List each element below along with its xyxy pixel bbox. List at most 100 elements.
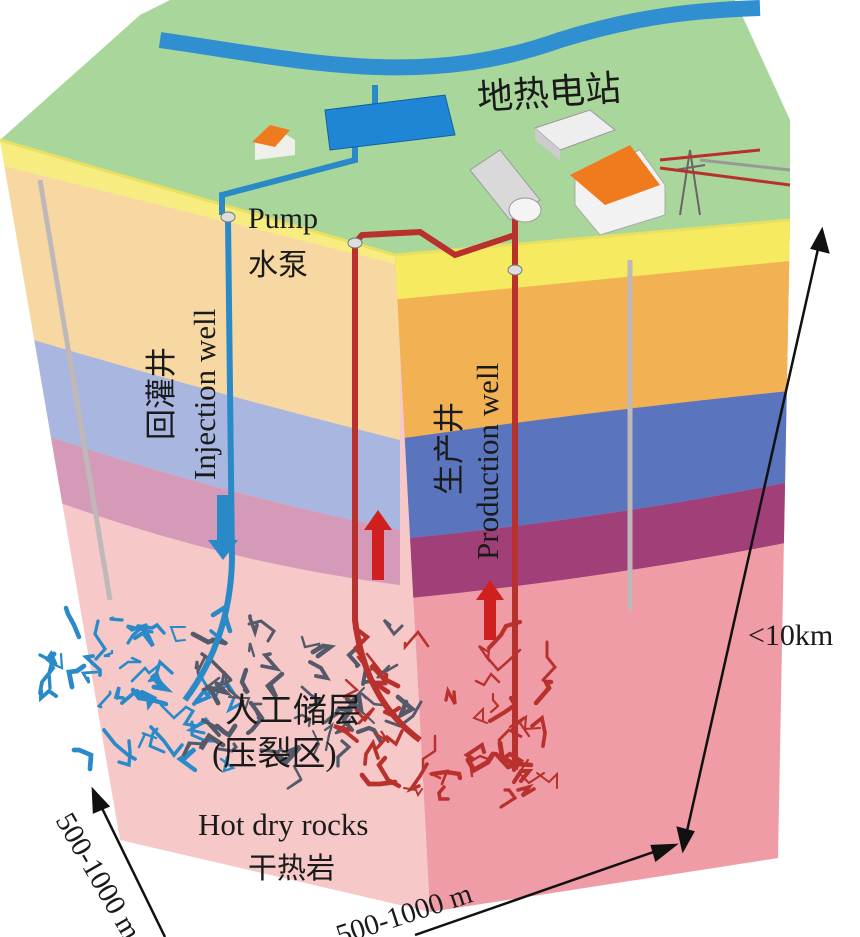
fracture bbox=[137, 731, 158, 749]
fracture bbox=[429, 769, 463, 781]
fracture bbox=[403, 629, 430, 651]
fracture bbox=[182, 709, 208, 728]
arrow-up-icon bbox=[364, 510, 392, 580]
fracture bbox=[80, 670, 99, 684]
fracture bbox=[139, 689, 158, 711]
fracture bbox=[38, 653, 54, 690]
fracture bbox=[474, 672, 501, 687]
fracture bbox=[369, 663, 401, 689]
fracture bbox=[363, 738, 380, 766]
fracture bbox=[220, 670, 233, 686]
fracture bbox=[130, 687, 169, 707]
fracture bbox=[154, 659, 174, 689]
fracture bbox=[81, 654, 102, 677]
cooling-tower-icon bbox=[534, 109, 617, 160]
fracture bbox=[489, 692, 500, 714]
pump-label-zh: 水泵 bbox=[248, 249, 308, 282]
fracture bbox=[247, 619, 276, 643]
fracture bbox=[214, 723, 238, 739]
turbine-icon bbox=[469, 149, 542, 223]
fracture bbox=[200, 652, 232, 681]
right-face-layers bbox=[395, 220, 790, 912]
wellhead-icon bbox=[507, 264, 523, 276]
fracture bbox=[66, 663, 87, 690]
production-well-label-zh: 生产井 bbox=[432, 402, 467, 495]
fracture bbox=[227, 695, 251, 712]
fracture bbox=[444, 686, 457, 705]
fracture bbox=[39, 688, 58, 703]
fracture bbox=[516, 783, 536, 798]
fracture bbox=[148, 727, 166, 754]
fracture bbox=[226, 682, 242, 714]
fracture bbox=[497, 740, 519, 768]
fracture bbox=[130, 663, 161, 683]
fracture bbox=[536, 771, 558, 789]
fracture bbox=[264, 671, 285, 699]
reservoir-label: 人工储层 bbox=[225, 692, 361, 730]
fracture bbox=[259, 747, 283, 754]
injection-well-label-zh: 回灌井 bbox=[144, 347, 179, 440]
fracture bbox=[117, 739, 132, 768]
river bbox=[158, 0, 761, 76]
house-icon bbox=[252, 125, 295, 160]
transmission-tower-icon bbox=[659, 148, 791, 216]
rock-label-en: Hot dry rocks bbox=[198, 807, 368, 842]
fracture bbox=[126, 627, 154, 645]
fracture bbox=[346, 643, 362, 668]
fracture bbox=[102, 728, 137, 761]
depth-label: <10km bbox=[748, 619, 833, 652]
fracture bbox=[311, 730, 321, 763]
production-well-label-en: Production well bbox=[470, 363, 505, 560]
fracture bbox=[499, 788, 518, 809]
fracture bbox=[63, 605, 82, 640]
fracture bbox=[472, 706, 488, 724]
fracture bbox=[239, 667, 250, 695]
fracture bbox=[205, 681, 234, 706]
fracture bbox=[395, 694, 417, 721]
fracture bbox=[300, 685, 323, 710]
power-plant-building-icon bbox=[570, 145, 666, 236]
pump-icon bbox=[220, 211, 236, 223]
fracture bbox=[260, 652, 282, 672]
arrow-down-icon bbox=[208, 495, 238, 560]
fracture bbox=[132, 628, 155, 648]
fracture bbox=[293, 713, 312, 728]
fracture bbox=[375, 729, 404, 750]
fracture bbox=[437, 785, 450, 801]
fracture bbox=[93, 619, 108, 661]
fracture bbox=[118, 656, 142, 670]
fracture bbox=[192, 687, 213, 706]
background-well-left bbox=[37, 179, 113, 601]
fracture bbox=[286, 764, 303, 791]
fracture bbox=[530, 714, 547, 748]
fracture bbox=[248, 614, 259, 638]
fracture bbox=[250, 702, 263, 720]
fracture bbox=[48, 652, 64, 670]
fracture bbox=[276, 744, 302, 766]
fracture bbox=[136, 622, 166, 635]
fracture bbox=[198, 732, 226, 751]
fracture bbox=[308, 660, 331, 681]
fracture bbox=[517, 758, 546, 785]
injection-well-label-en: Injection well bbox=[187, 309, 222, 480]
fracture bbox=[96, 690, 112, 709]
fracture bbox=[359, 772, 398, 787]
fracture bbox=[149, 725, 184, 758]
fracture bbox=[478, 645, 491, 663]
fracture bbox=[403, 787, 423, 798]
fracture bbox=[103, 649, 114, 658]
wellhead-icon bbox=[347, 237, 363, 249]
rock-label-zh: 干热岩 bbox=[248, 852, 335, 885]
fracture bbox=[421, 734, 437, 772]
fracture bbox=[360, 692, 384, 707]
fracture bbox=[511, 768, 534, 785]
fracture bbox=[217, 742, 238, 753]
fracture bbox=[344, 691, 365, 716]
fracture bbox=[194, 655, 207, 676]
fracture bbox=[113, 686, 125, 700]
fracture bbox=[463, 741, 486, 761]
fracture bbox=[533, 679, 554, 706]
fracture bbox=[219, 755, 236, 773]
fracture bbox=[310, 643, 337, 659]
